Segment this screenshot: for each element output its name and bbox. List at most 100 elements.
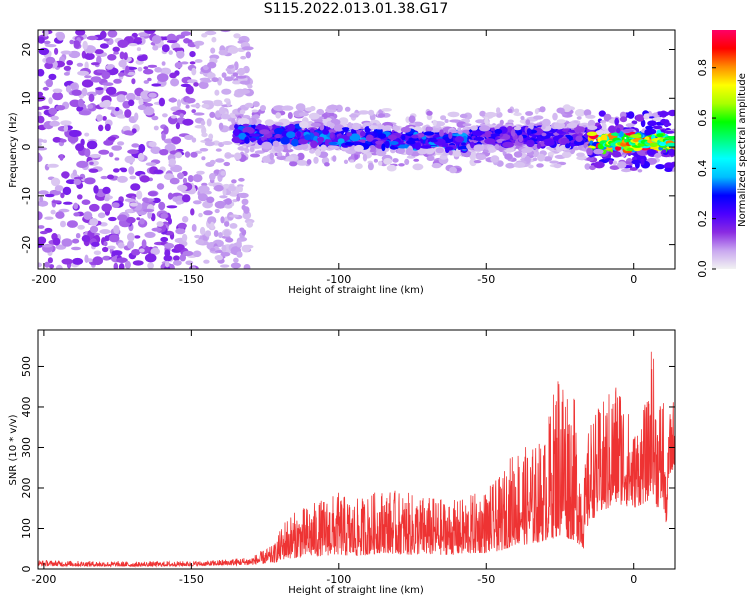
spectrogram-cell xyxy=(73,178,82,186)
spectrogram-cell xyxy=(513,126,522,131)
spectrogram-cell xyxy=(108,152,114,158)
spectrogram-cell xyxy=(412,163,424,171)
spectrogram-cell xyxy=(365,134,374,142)
spectrogram-cell xyxy=(608,159,614,165)
spectrogram-cell xyxy=(213,230,219,237)
spectrogram-cell xyxy=(565,143,571,149)
spectrogram-cell xyxy=(656,133,664,138)
spectrogram-cell xyxy=(536,163,544,168)
spectrogram-cell xyxy=(187,79,198,84)
spectrogram-cell xyxy=(151,227,162,232)
spectrogram-cell xyxy=(152,45,159,51)
spectrogram-cell xyxy=(614,117,619,126)
spectrogram-cell xyxy=(100,30,107,39)
spectrogram-cell xyxy=(528,164,534,169)
spectrogram-cell xyxy=(573,139,585,146)
spectrogram-cell xyxy=(171,136,182,145)
spectrogram-cell xyxy=(377,133,387,139)
spectrogram-cell xyxy=(139,175,150,183)
spectrogram-cell xyxy=(275,112,282,119)
spectrogram-cell xyxy=(533,115,544,120)
spectrogram-cell xyxy=(285,156,295,161)
spectrogram-cell xyxy=(219,195,228,199)
spectrogram-cell xyxy=(296,131,301,138)
spectrogram-cell xyxy=(328,141,338,146)
spectrogram-cell xyxy=(38,262,42,268)
spectrogram-cell xyxy=(227,65,234,69)
spectrogram-cell xyxy=(475,154,487,161)
spectrogram-cell xyxy=(222,187,227,196)
spectrogram-cell xyxy=(668,109,675,117)
spectrogram-cell xyxy=(585,114,596,119)
spectrogram-cell xyxy=(83,211,93,220)
spectrogram-cell xyxy=(224,204,233,209)
spectrogram-cell xyxy=(117,242,125,249)
spectrogram-cell xyxy=(77,70,89,76)
spectrogram-cell xyxy=(206,118,212,127)
spectrogram-cell xyxy=(38,190,49,195)
spectrogram-cell xyxy=(93,250,102,256)
spectrogram-cell xyxy=(375,149,387,157)
spectrogram-cell xyxy=(504,153,513,160)
spectrogram-cell xyxy=(164,249,171,257)
spectrogram-cell xyxy=(181,194,191,203)
spectrogram-cell xyxy=(441,142,449,148)
spectrogram-cell xyxy=(45,44,57,48)
spectrogram-cell xyxy=(583,109,592,117)
spectrogram-cell xyxy=(43,40,51,45)
spectrogram-cell xyxy=(167,192,173,200)
spectrogram-cell xyxy=(60,220,66,228)
spectrogram-cell xyxy=(244,102,254,108)
spectrogram-cell xyxy=(392,125,401,132)
spectrogram-cell xyxy=(76,62,84,67)
spectrogram-cell xyxy=(344,142,354,146)
spectrogram-cell xyxy=(552,112,558,121)
spectrogram-cell xyxy=(77,224,85,230)
spectrogram-cell xyxy=(143,106,155,116)
spectrogram-cell xyxy=(513,151,523,158)
x-tick-label: -100 xyxy=(326,273,351,286)
spectrogram-cell xyxy=(63,124,69,132)
spectrogram-cell xyxy=(281,136,290,145)
spectrogram-cell xyxy=(233,257,239,263)
spectrogram-cell xyxy=(197,193,208,202)
spectrogram-cell xyxy=(50,115,59,121)
spectrogram-cell xyxy=(102,116,107,121)
spectrogram-cell xyxy=(163,173,175,181)
spectrogram-cell xyxy=(63,72,70,76)
spectrogram-frame xyxy=(37,29,676,270)
spectrogram-cell xyxy=(168,50,173,55)
spectrogram-cell xyxy=(218,49,229,56)
spectrogram-cell xyxy=(507,119,514,124)
spectrogram-cell xyxy=(90,62,100,66)
spectrogram-cell xyxy=(104,197,110,202)
spectrogram-cell xyxy=(254,150,265,154)
colorbar-gradient xyxy=(712,30,736,269)
spectrogram-cell xyxy=(575,126,586,133)
spectrogram-cell xyxy=(261,155,272,163)
spectrogram-cell xyxy=(73,202,79,210)
spectrogram-cell xyxy=(611,151,622,158)
spectrogram-cell xyxy=(175,227,186,235)
spectrogram-cell xyxy=(322,129,329,135)
spectrogram-cell xyxy=(43,30,49,37)
spectrogram-cell xyxy=(185,97,196,104)
spectrogram-cell xyxy=(88,93,95,102)
spectrogram-cell xyxy=(221,72,227,78)
spectrogram-cell xyxy=(191,224,197,232)
spectrogram-cell xyxy=(160,81,167,86)
x-tick-label: 0 xyxy=(630,573,637,586)
spectrogram-cell xyxy=(148,141,157,148)
colorbar-tick-label: 0.4 xyxy=(696,160,709,178)
spectrogram-cell xyxy=(647,120,657,127)
spectrogram-cell xyxy=(207,61,217,69)
spectrogram-cell xyxy=(373,158,378,163)
x-tick-label: -200 xyxy=(31,573,56,586)
spectrogram-cell xyxy=(459,113,468,119)
spectrogram-cell xyxy=(526,128,532,136)
spectrogram-cell xyxy=(76,106,84,112)
spectrogram-cell xyxy=(490,133,501,137)
spectrogram-cell xyxy=(215,158,225,163)
spectrogram-cell xyxy=(357,110,370,115)
spectrogram-cell xyxy=(521,147,533,153)
